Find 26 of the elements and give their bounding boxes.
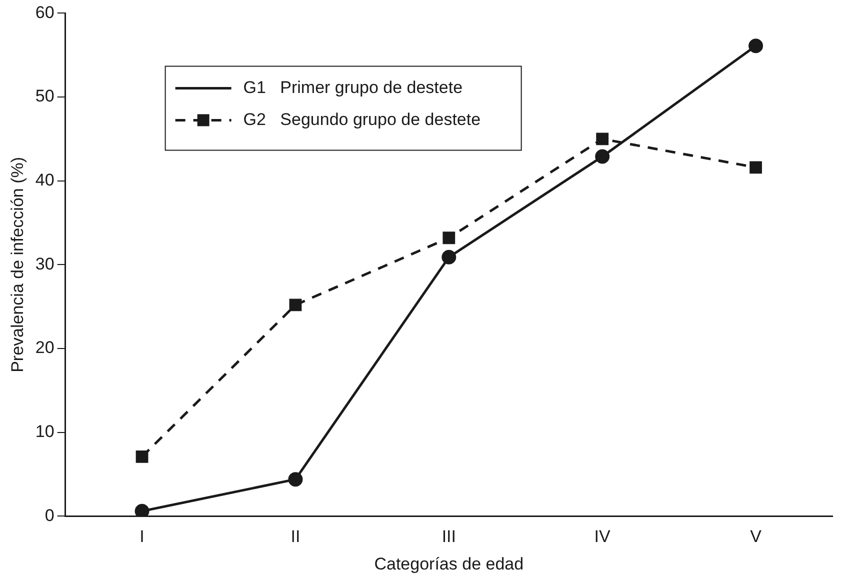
y-tick-label: 50 xyxy=(35,86,54,106)
point xyxy=(136,450,148,463)
y-tick-label: 0 xyxy=(44,506,54,525)
point xyxy=(442,232,456,244)
point xyxy=(748,38,764,54)
point xyxy=(595,149,610,164)
point xyxy=(596,132,609,146)
x-tick-label: V xyxy=(750,527,762,546)
x-axis-title: Categorías de edad xyxy=(374,554,524,574)
y-tick-label: 10 xyxy=(35,422,54,442)
legend-label: G2 Segundo grupo de destete xyxy=(243,110,481,129)
x-tick-label: I xyxy=(140,527,144,546)
y-tick-label: 30 xyxy=(35,254,54,274)
point xyxy=(288,472,303,487)
y-tick-label: 20 xyxy=(35,338,54,358)
x-tick-label: III xyxy=(442,527,456,546)
y-tick-label: 60 xyxy=(35,2,54,22)
y-axis-title: Prevalencia de infección (%) xyxy=(8,156,27,372)
legend-label: G1 Primer grupo de destete xyxy=(243,78,463,97)
x-tick-label: IV xyxy=(594,527,612,546)
point xyxy=(289,298,302,312)
x-tick-label: II xyxy=(290,527,300,546)
point xyxy=(134,504,150,516)
point xyxy=(442,250,456,264)
y-tick-label: 40 xyxy=(35,170,54,190)
point xyxy=(750,161,762,174)
